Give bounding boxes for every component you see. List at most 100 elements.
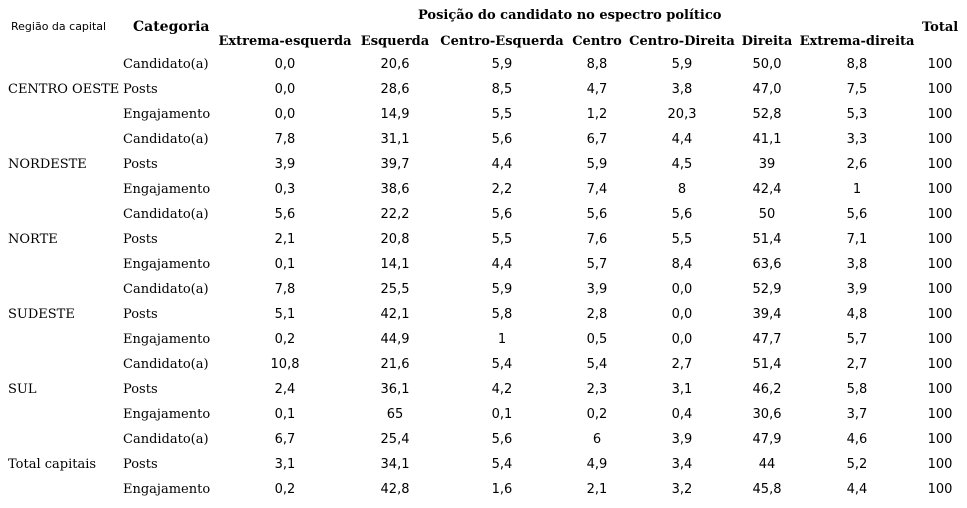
table-row: SUDESTE Posts 5,1 42,1 5,8 2,8 0,0 39,4 4,8 100 <box>0 305 967 330</box>
value-cell: 1,6 <box>491 482 513 497</box>
value-cell: 5,6 <box>671 207 693 222</box>
value-cell: 8,4 <box>671 257 693 272</box>
value-cell: 1,2 <box>586 107 608 122</box>
value-cell: 10,8 <box>270 357 300 372</box>
value-cell: 2,1 <box>586 482 608 497</box>
table-row: NORDESTE Posts 3,9 39,7 4,4 5,9 4,5 39 2,6 100 <box>0 155 967 180</box>
region-cell: Total capitais <box>8 457 97 472</box>
total-cell: 100 <box>927 132 953 147</box>
value-cell: 3,7 <box>846 407 868 422</box>
table-row: Engajamento 0,2 42,8 1,6 2,1 3,2 45,8 4,4 100 <box>0 480 967 505</box>
value-cell: 42,4 <box>752 182 782 197</box>
value-cell: 0,3 <box>274 182 296 197</box>
value-cell: 8 <box>677 182 687 197</box>
value-cell: 3,8 <box>671 82 693 97</box>
column-header-extrema-direita: Extrema-direita <box>799 34 915 49</box>
value-cell: 4,7 <box>586 82 608 97</box>
column-header-centro: Centro <box>572 34 622 49</box>
value-cell: 3,1 <box>274 457 296 472</box>
value-cell: 46,2 <box>752 382 782 397</box>
category-cell: Engajamento <box>123 482 211 497</box>
category-cell: Posts <box>123 307 158 322</box>
category-cell: Posts <box>123 382 158 397</box>
column-header-centro-direita: Centro-Direita <box>629 34 735 49</box>
total-cell: 100 <box>927 107 953 122</box>
column-header-centro-esquerda: Centro-Esquerda <box>440 34 564 49</box>
total-cell: 100 <box>927 382 953 397</box>
value-cell: 0,0 <box>671 282 693 297</box>
value-cell: 39 <box>758 157 776 172</box>
value-cell: 5,7 <box>846 332 868 347</box>
value-cell: 3,2 <box>671 482 693 497</box>
value-cell: 0,1 <box>491 407 513 422</box>
value-cell: 6,7 <box>586 132 608 147</box>
value-cell: 51,4 <box>752 232 782 247</box>
value-cell: 2,1 <box>274 232 296 247</box>
value-cell: 8,5 <box>491 82 513 97</box>
total-cell: 100 <box>927 407 953 422</box>
category-cell: Engajamento <box>123 332 211 347</box>
table-row: Total capitais Posts 3,1 34,1 5,4 4,9 3,4 44 5,2… <box>0 455 967 480</box>
value-cell: 45,8 <box>752 482 782 497</box>
value-cell: 21,6 <box>380 357 410 372</box>
value-cell: 3,8 <box>846 257 868 272</box>
category-cell: Posts <box>123 457 158 472</box>
value-cell: 22,2 <box>380 207 410 222</box>
value-cell: 6 <box>592 432 602 447</box>
value-cell: 5,9 <box>491 282 513 297</box>
region-cell: SUL <box>8 382 37 397</box>
header-total: Total <box>922 20 959 35</box>
value-cell: 0,0 <box>671 307 693 322</box>
value-cell: 44,9 <box>380 332 410 347</box>
total-cell: 100 <box>927 482 953 497</box>
column-header-esquerda: Esquerda <box>360 34 430 49</box>
value-cell: 5,6 <box>491 432 513 447</box>
value-cell: 5,5 <box>491 107 513 122</box>
value-cell: 47,9 <box>752 432 782 447</box>
value-cell: 65 <box>386 407 404 422</box>
value-cell: 8,8 <box>846 57 868 72</box>
value-cell: 7,8 <box>274 132 296 147</box>
table-row: Engajamento 0,2 44,9 1 0,5 0,0 47,7 5,7 100 <box>0 330 967 355</box>
value-cell: 3,9 <box>846 282 868 297</box>
total-cell: 100 <box>927 157 953 172</box>
value-cell: 20,8 <box>380 232 410 247</box>
value-cell: 0,0 <box>274 82 296 97</box>
value-cell: 4,6 <box>846 432 868 447</box>
value-cell: 14,9 <box>380 107 410 122</box>
value-cell: 2,8 <box>586 307 608 322</box>
category-cell: Candidato(a) <box>123 357 209 372</box>
value-cell: 4,4 <box>491 257 513 272</box>
value-cell: 5,7 <box>586 257 608 272</box>
value-cell: 4,8 <box>846 307 868 322</box>
value-cell: 0,0 <box>671 332 693 347</box>
value-cell: 7,8 <box>274 282 296 297</box>
value-cell: 39,7 <box>380 157 410 172</box>
value-cell: 7,4 <box>586 182 608 197</box>
category-cell: Candidato(a) <box>123 282 209 297</box>
value-cell: 3,9 <box>671 432 693 447</box>
category-cell: Candidato(a) <box>123 57 209 72</box>
value-cell: 4,4 <box>846 482 868 497</box>
category-cell: Engajamento <box>123 407 211 422</box>
value-cell: 42,8 <box>380 482 410 497</box>
category-cell: Engajamento <box>123 182 211 197</box>
value-cell: 44 <box>758 457 776 472</box>
value-cell: 5,6 <box>586 207 608 222</box>
value-cell: 2,7 <box>846 357 868 372</box>
column-header-extrema-esquerda: Extrema-esquerda <box>218 34 352 49</box>
table-row: Engajamento 0,1 14,1 4,4 5,7 8,4 63,6 3,8 100 <box>0 255 967 280</box>
value-cell: 28,6 <box>380 82 410 97</box>
value-cell: 52,9 <box>752 282 782 297</box>
value-cell: 5,1 <box>274 307 296 322</box>
total-cell: 100 <box>927 232 953 247</box>
region-cell: NORDESTE <box>8 157 87 172</box>
value-cell: 5,5 <box>671 232 693 247</box>
value-cell: 5,4 <box>491 457 513 472</box>
value-cell: 0,2 <box>274 332 296 347</box>
header-political-spectrum: Posição do candidato no espectro polític… <box>418 8 722 23</box>
total-cell: 100 <box>927 307 953 322</box>
value-cell: 3,9 <box>586 282 608 297</box>
value-cell: 5,2 <box>846 457 868 472</box>
table-row: Candidato(a) 0,0 20,6 5,9 8,8 5,9 50,0 8,8 100 <box>0 55 967 80</box>
